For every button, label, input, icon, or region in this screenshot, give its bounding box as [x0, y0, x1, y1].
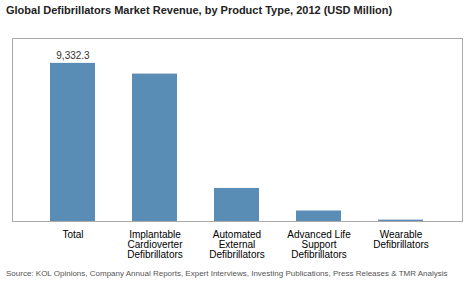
svg-text:ImplantableCardioverterDefibri: ImplantableCardioverterDefibrillators — [127, 228, 183, 259]
svg-text:Advanced LifeSupportDefibrilla: Advanced LifeSupportDefibrillators — [287, 228, 351, 259]
svg-text:9,332.3: 9,332.3 — [56, 50, 90, 61]
svg-text:WearableDefibrillators: WearableDefibrillators — [373, 228, 429, 249]
svg-text:Total: Total — [62, 228, 83, 239]
html-text:Source: KOL Opinions, Company: Source: KOL Opinions, Company Annual Rep… — [6, 268, 448, 278]
html-text:Global Defibrillators Market R: Global Defibrillators Market Revenue, by… — [6, 4, 393, 16]
svg-text:AutomatedExternalDefibrillator: AutomatedExternalDefibrillators — [209, 228, 265, 259]
